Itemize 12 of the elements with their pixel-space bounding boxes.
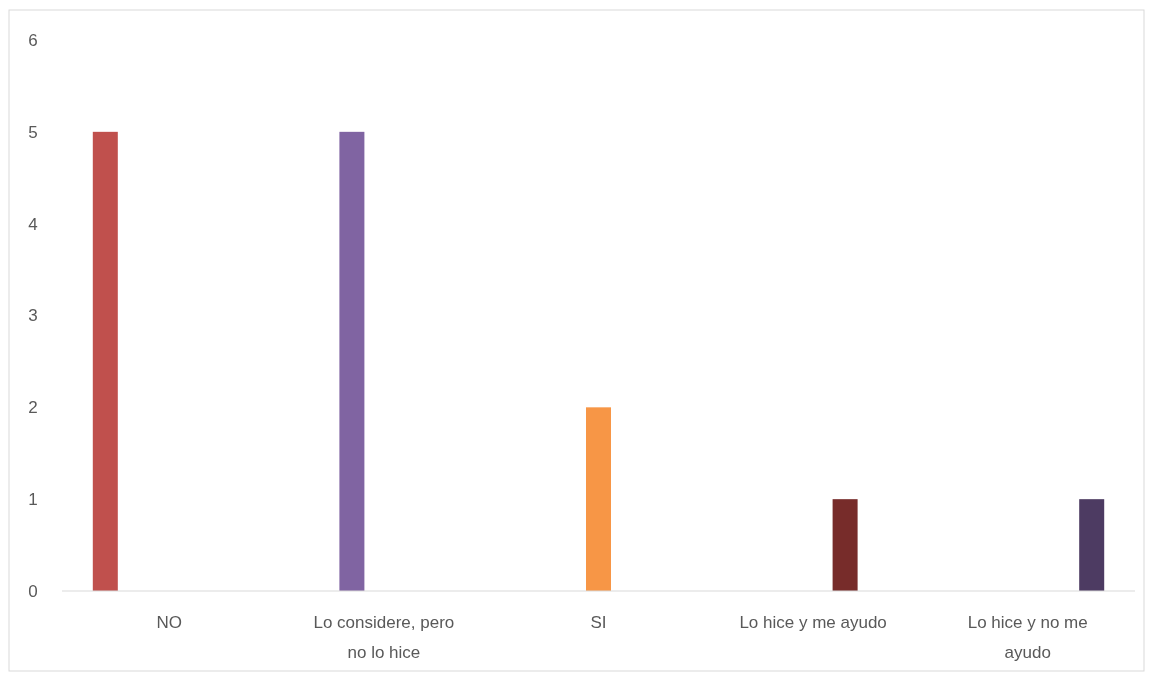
y-tick-label: 1 (28, 490, 38, 510)
x-tick-label: NO (156, 613, 183, 632)
x-tick-label: Lo considere, pero no lo hice (313, 613, 455, 662)
y-tick-label: 0 (28, 581, 38, 601)
y-tick-label: 3 (28, 306, 38, 326)
y-tick-label: 2 (28, 398, 38, 418)
x-tick-label: SI (590, 613, 607, 632)
x-tick-label: Lo hice y no me ayudo (967, 613, 1088, 662)
y-tick-label: 4 (28, 214, 38, 234)
y-tick-label: 5 (28, 122, 38, 142)
y-tick-label: 6 (28, 30, 38, 50)
x-tick-label: Lo hice y me ayudo (739, 613, 887, 632)
